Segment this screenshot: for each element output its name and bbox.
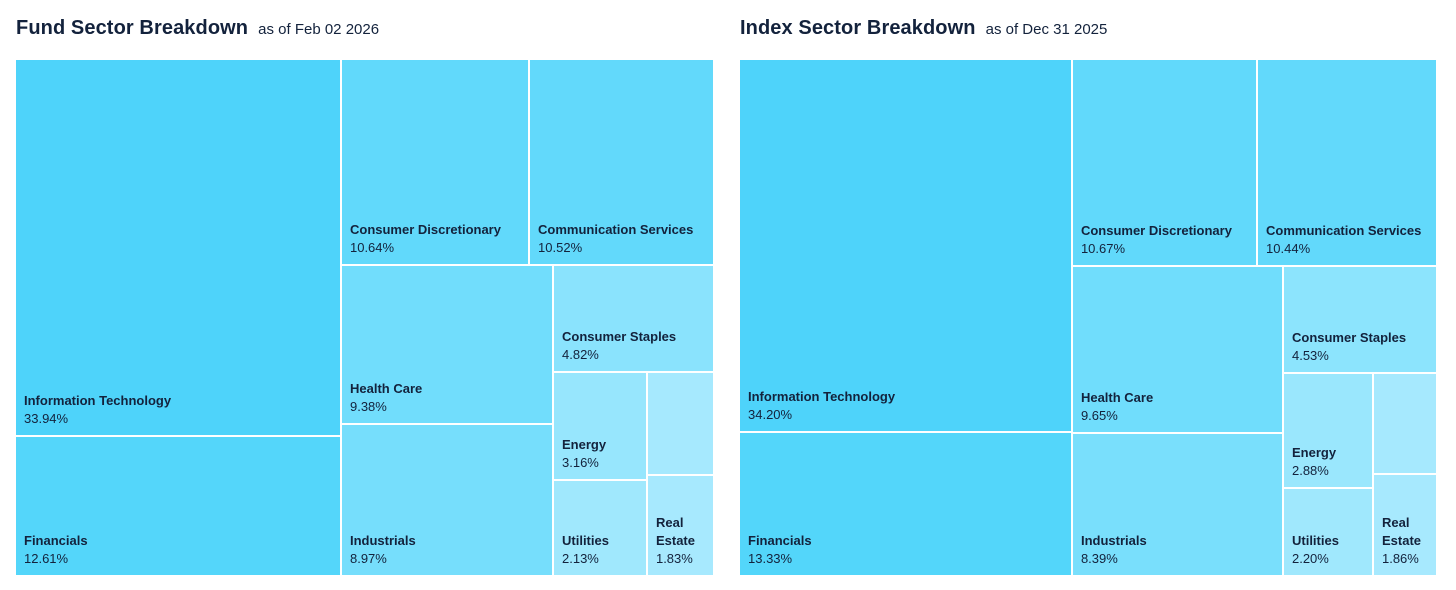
cell-sector-name: Industrials bbox=[1080, 532, 1147, 548]
treemap-cell-financials[interactable]: Financials 13.33% bbox=[740, 433, 1072, 575]
treemap-cell-energy[interactable]: Energy 3.16% bbox=[554, 373, 646, 479]
index-chart-header: Index Sector Breakdown as of Dec 31 2025 bbox=[740, 17, 1107, 40]
cell-sector-value: 8.97% bbox=[349, 550, 387, 566]
treemap-cell-health-care[interactable]: Health Care 9.65% bbox=[1072, 266, 1282, 432]
cell-sector-value: 2.88% bbox=[1291, 462, 1329, 478]
treemap-cell-consumer-staples[interactable]: Consumer Staples 4.53% bbox=[1283, 266, 1436, 372]
cell-label: Consumer Staples 4.82% bbox=[562, 328, 709, 364]
cell-sector-value: 2.13% bbox=[562, 550, 599, 566]
treemap-cell-consumer-discretionary[interactable]: Consumer Discretionary 10.64% bbox=[341, 60, 528, 264]
cell-sector-value: 12.61% bbox=[24, 550, 69, 566]
treemap-cell-consumer-staples[interactable]: Consumer Staples 4.82% bbox=[554, 266, 713, 371]
treemap-cell-industrials[interactable]: Industrials 8.39% bbox=[1072, 433, 1282, 575]
index-chart-asof: as of Dec 31 2025 bbox=[985, 21, 1108, 38]
cell-sector-name: Consumer Staples bbox=[1291, 329, 1407, 345]
cell-sector-name: Financials bbox=[748, 532, 812, 548]
cell-sector-name: Health Care bbox=[1080, 389, 1154, 405]
cell-sector-value: 1.86% bbox=[1381, 550, 1419, 566]
treemap-cell-unlabeled[interactable] bbox=[1373, 373, 1436, 473]
cell-label: Communication Services 10.44% bbox=[1266, 222, 1432, 258]
treemap-cell-communication-services[interactable]: Communication Services 10.44% bbox=[1258, 60, 1436, 266]
cell-label: Information Technology 34.20% bbox=[748, 388, 1067, 424]
treemap-cell-utilities[interactable]: Utilities 2.20% bbox=[1283, 488, 1372, 575]
cell-sector-name: Utilities bbox=[1291, 532, 1339, 548]
treemap-cell-communication-services[interactable]: Communication Services 10.52% bbox=[530, 60, 713, 264]
treemap-cell-real-estate[interactable]: Real Estate 1.83% bbox=[647, 476, 713, 575]
treemap-cell-energy[interactable]: Energy 2.88% bbox=[1283, 373, 1372, 487]
fund-chart-header: Fund Sector Breakdown as of Feb 02 2026 bbox=[16, 17, 379, 40]
treemap-cell-utilities[interactable]: Utilities 2.13% bbox=[554, 481, 646, 575]
cell-sector-value: 8.39% bbox=[1080, 550, 1118, 566]
cell-sector-value: 9.65% bbox=[1080, 407, 1118, 423]
cell-label: Financials 12.61% bbox=[24, 532, 336, 568]
cell-label: Industrials 8.97% bbox=[350, 532, 548, 568]
cell-sector-value: 10.44% bbox=[1266, 241, 1311, 257]
cell-label: Utilities 2.13% bbox=[562, 532, 642, 568]
cell-label: Communication Services 10.52% bbox=[538, 221, 709, 257]
cell-label: Consumer Discretionary 10.64% bbox=[350, 221, 524, 257]
cell-sector-name: Communication Services bbox=[1266, 223, 1422, 239]
cell-sector-name: Information Technology bbox=[748, 389, 896, 404]
cell-sector-name: Real Estate bbox=[1381, 514, 1422, 548]
cell-sector-value: 33.94% bbox=[24, 411, 69, 427]
cell-sector-value: 10.64% bbox=[349, 239, 395, 255]
cell-sector-value: 10.52% bbox=[538, 239, 583, 255]
fund-chart-title: Fund Sector Breakdown bbox=[16, 17, 249, 39]
cell-label: Real Estate 1.86% bbox=[1382, 514, 1432, 568]
cell-label: Information Technology 33.94% bbox=[24, 392, 336, 428]
treemap-cell-financials[interactable]: Financials 12.61% bbox=[16, 436, 340, 575]
treemap-cell-real-estate[interactable]: Real Estate 1.86% bbox=[1373, 474, 1436, 575]
treemap-cell-consumer-discretionary[interactable]: Consumer Discretionary 10.67% bbox=[1072, 60, 1256, 266]
cell-sector-value: 1.83% bbox=[655, 550, 693, 566]
cell-sector-name: Utilities bbox=[562, 532, 609, 548]
cell-sector-value: 4.53% bbox=[1291, 347, 1329, 363]
treemap-cell-health-care[interactable]: Health Care 9.38% bbox=[341, 266, 552, 424]
cell-sector-name: Energy bbox=[562, 437, 607, 452]
cell-sector-value: 13.33% bbox=[748, 550, 793, 566]
fund-chart-asof: as of Feb 02 2026 bbox=[258, 21, 380, 38]
cell-label: Consumer Discretionary 10.67% bbox=[1081, 222, 1252, 258]
cell-sector-value: 10.67% bbox=[1080, 241, 1126, 257]
index-chart-title: Index Sector Breakdown bbox=[740, 17, 976, 39]
cell-sector-name: Consumer Staples bbox=[562, 329, 677, 344]
treemap-cell-industrials[interactable]: Industrials 8.97% bbox=[341, 424, 552, 575]
cell-sector-name: Consumer Discretionary bbox=[349, 221, 501, 237]
cell-label: Real Estate 1.83% bbox=[656, 514, 709, 568]
cell-label: Financials 13.33% bbox=[748, 532, 1067, 568]
cell-label: Energy 2.88% bbox=[1292, 444, 1368, 480]
cell-sector-value: 3.16% bbox=[562, 455, 599, 470]
treemap-cell-information-technology[interactable]: Information Technology 34.20% bbox=[740, 60, 1072, 431]
cell-sector-name: Financials bbox=[24, 532, 88, 548]
treemap-fund: Information Technology 33.94% Financials 12… bbox=[16, 60, 713, 575]
cell-label: Health Care 9.65% bbox=[1081, 389, 1278, 425]
cell-label: Consumer Staples 4.53% bbox=[1292, 329, 1432, 365]
cell-sector-value: 34.20% bbox=[748, 407, 793, 422]
cell-sector-name: Industrials bbox=[349, 532, 416, 548]
cell-label: Industrials 8.39% bbox=[1081, 532, 1278, 568]
cell-label: Utilities 2.20% bbox=[1292, 532, 1368, 568]
cell-label: Health Care 9.38% bbox=[350, 380, 548, 416]
cell-sector-value: 4.82% bbox=[562, 347, 599, 362]
cell-sector-value: 2.20% bbox=[1291, 550, 1329, 566]
cell-sector-name: Real Estate bbox=[655, 514, 695, 548]
cell-sector-name: Consumer Discretionary bbox=[1080, 223, 1232, 239]
cell-sector-value: 9.38% bbox=[349, 399, 387, 415]
treemap-cell-unlabeled[interactable] bbox=[647, 373, 713, 474]
treemap-index: Information Technology 34.20% Financials 13… bbox=[740, 60, 1436, 575]
cell-label: Energy 3.16% bbox=[562, 436, 642, 472]
cell-sector-name: Health Care bbox=[349, 381, 423, 397]
cell-sector-name: Information Technology bbox=[24, 393, 172, 409]
cell-sector-name: Energy bbox=[1291, 444, 1337, 460]
cell-sector-name: Communication Services bbox=[538, 221, 694, 237]
treemap-cell-information-technology[interactable]: Information Technology 33.94% bbox=[16, 60, 340, 436]
